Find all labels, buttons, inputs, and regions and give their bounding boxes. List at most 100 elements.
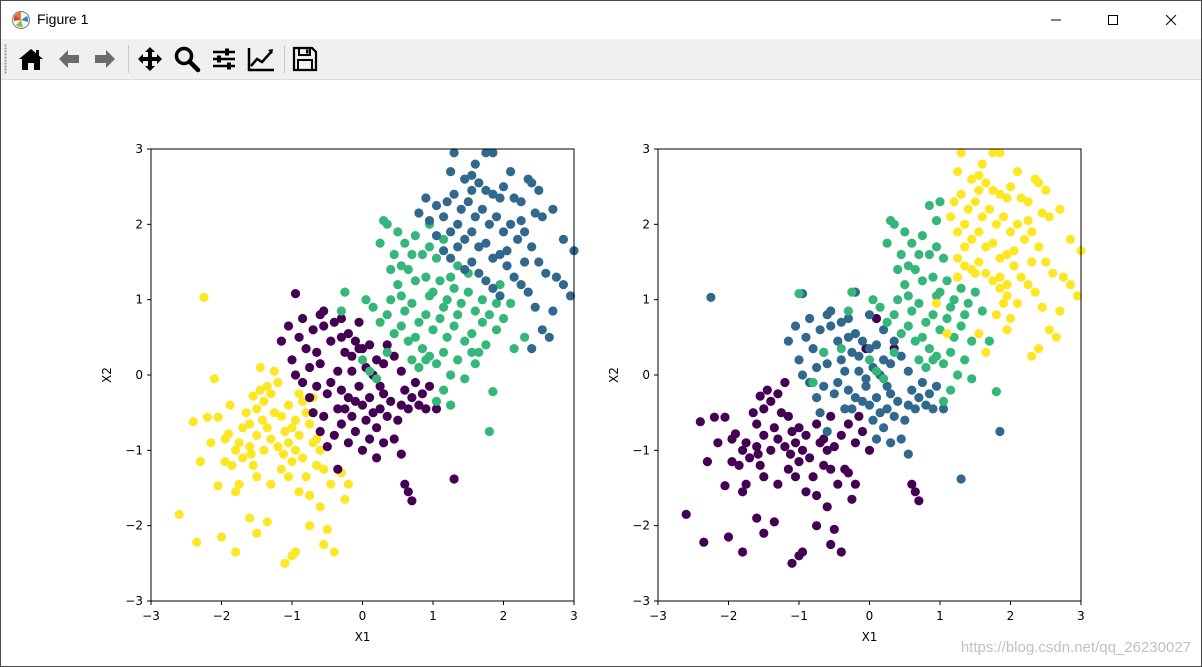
scatter-point bbox=[871, 393, 882, 403]
x-tick-label: −3 bbox=[142, 609, 160, 623]
scatter-point bbox=[319, 411, 329, 421]
scatter-point bbox=[333, 366, 343, 376]
scatter-point bbox=[340, 494, 350, 504]
pan-button[interactable] bbox=[134, 43, 166, 75]
scatter-point bbox=[379, 359, 389, 369]
toolbar-separator bbox=[284, 45, 285, 73]
home-button[interactable] bbox=[15, 43, 47, 75]
scatter-point bbox=[900, 415, 910, 425]
scatter-point bbox=[470, 359, 480, 369]
save-button[interactable] bbox=[289, 43, 321, 75]
y-tick-label: 1 bbox=[135, 293, 143, 307]
scatter-point bbox=[893, 295, 903, 305]
scatter-point bbox=[421, 272, 431, 282]
scatter-point bbox=[312, 381, 322, 391]
scatter-point bbox=[991, 310, 1002, 320]
scatter-point bbox=[931, 298, 942, 308]
scatter-point bbox=[1002, 193, 1012, 203]
scatter-point bbox=[882, 238, 892, 248]
scatter-point bbox=[808, 344, 818, 354]
scatter-point bbox=[453, 261, 463, 271]
scatter-point bbox=[238, 453, 248, 463]
scatter-point bbox=[946, 347, 956, 357]
scatter-point bbox=[938, 253, 949, 263]
scatter-point bbox=[896, 351, 906, 361]
scatter-point bbox=[431, 404, 442, 414]
scatter-point bbox=[513, 234, 523, 244]
scatter-point bbox=[1041, 257, 1051, 267]
scatter-point bbox=[431, 253, 442, 263]
scatter-point bbox=[488, 189, 498, 199]
scatter-point bbox=[995, 426, 1005, 437]
configure-subplots-button[interactable] bbox=[208, 43, 240, 75]
scatter-point bbox=[942, 329, 952, 339]
scatter-point bbox=[836, 344, 846, 354]
scatter-point bbox=[477, 295, 487, 305]
scatter-point bbox=[984, 204, 995, 214]
scatter-point bbox=[431, 231, 442, 241]
scatter-point bbox=[871, 366, 882, 376]
scatter-point bbox=[498, 313, 509, 324]
scatter-point bbox=[467, 347, 477, 357]
scatter-point bbox=[347, 411, 357, 421]
scatter-point bbox=[421, 404, 431, 414]
scatter-point bbox=[808, 377, 818, 388]
scatter-point bbox=[1012, 219, 1023, 229]
scatter-point bbox=[896, 329, 906, 339]
scatter-point bbox=[914, 355, 924, 365]
scatter-point bbox=[907, 306, 917, 316]
scatter-point bbox=[917, 377, 928, 388]
scatter-point bbox=[488, 283, 498, 293]
scatter-point bbox=[826, 464, 836, 474]
scatter-point bbox=[1002, 280, 1012, 290]
scatter-point bbox=[864, 355, 875, 365]
scatter-point bbox=[305, 362, 315, 373]
scatter-point bbox=[956, 189, 966, 199]
edit-axis-button[interactable] bbox=[245, 43, 277, 75]
scatter-point bbox=[1055, 306, 1065, 316]
close-button[interactable] bbox=[1142, 1, 1200, 39]
scatter-point bbox=[463, 197, 473, 207]
scatter-point bbox=[421, 193, 431, 203]
scatter-point bbox=[956, 321, 966, 331]
x-tick-label: −1 bbox=[283, 609, 301, 623]
scatter-point bbox=[382, 411, 392, 421]
scatter-point bbox=[301, 344, 311, 354]
scatter-point bbox=[340, 287, 350, 297]
toolbar-grip[interactable] bbox=[4, 44, 7, 74]
scatter-point bbox=[467, 257, 477, 267]
back-button[interactable] bbox=[53, 43, 85, 75]
minimize-button[interactable] bbox=[1027, 1, 1085, 39]
scatter-point bbox=[558, 280, 569, 290]
scatter-point bbox=[431, 396, 442, 406]
scatter-point bbox=[474, 178, 484, 188]
scatter-point bbox=[931, 216, 942, 226]
scatter-point bbox=[424, 242, 435, 252]
scatter-point bbox=[195, 457, 205, 467]
forward-button[interactable] bbox=[89, 43, 121, 75]
scatter-point bbox=[516, 280, 526, 290]
zoom-button[interactable] bbox=[171, 43, 203, 75]
scatter-point bbox=[446, 227, 456, 237]
scatter-point bbox=[861, 381, 871, 391]
scatter-point bbox=[783, 464, 794, 474]
scatter-point bbox=[850, 479, 861, 489]
y-tick-label: 3 bbox=[642, 142, 650, 156]
scatter-point bbox=[488, 148, 498, 158]
scatter-point bbox=[389, 351, 399, 361]
scatter-point bbox=[262, 381, 272, 391]
scatter-point bbox=[840, 404, 850, 414]
forward-icon bbox=[95, 50, 115, 68]
scatter-point bbox=[875, 408, 885, 418]
maximize-button[interactable] bbox=[1084, 1, 1142, 39]
scatter-point bbox=[988, 148, 998, 158]
scatter-point bbox=[1009, 246, 1019, 256]
scatter-point bbox=[467, 185, 477, 195]
navigation-toolbar bbox=[1, 39, 1201, 80]
scatter-point bbox=[396, 366, 406, 376]
scatter-point bbox=[794, 423, 804, 433]
scatter-point bbox=[396, 449, 406, 459]
scatter-point bbox=[822, 502, 832, 512]
scatter-point bbox=[893, 264, 903, 275]
